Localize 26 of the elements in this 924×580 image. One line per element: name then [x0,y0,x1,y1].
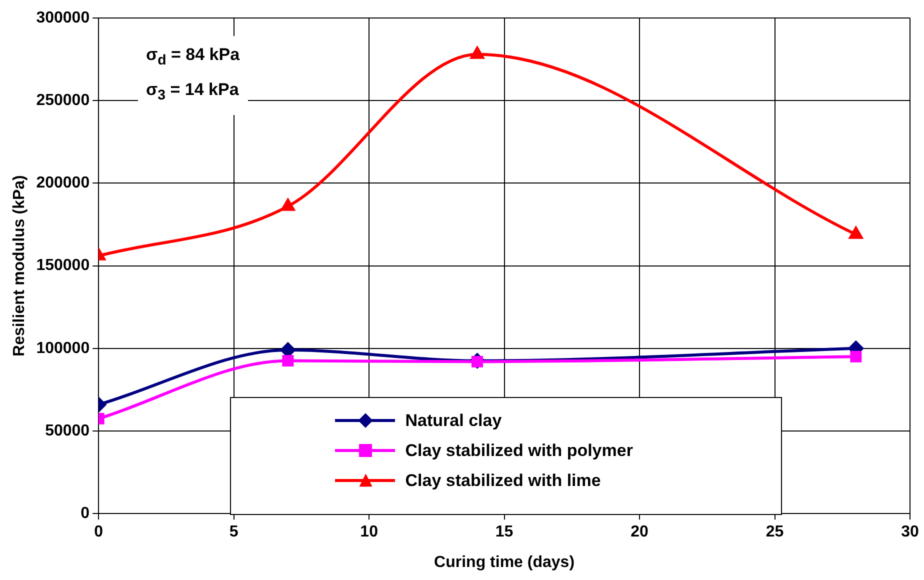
point [281,198,295,211]
y-tick-label: 200000 [36,174,90,192]
legend-label: Clay stabilized with polymer [405,440,633,461]
x-tick-label: 25 [766,524,784,541]
y-tick-label: 50000 [45,422,90,440]
x-tick-label: 20 [630,524,649,541]
y-tick-label: 300000 [36,9,90,26]
x-tick-label: 5 [229,524,238,541]
annotation: σ$_{3}$ = 14 kPa [146,79,240,106]
point [282,355,294,367]
point [849,226,863,239]
y-tick-label: 250000 [36,92,90,110]
annotation: σ$_{d}$ = 84 kPa [146,44,240,70]
y-tick-label: 0 [80,505,90,522]
x-tick-label: 30 [901,524,919,541]
point [850,350,862,362]
x-tick-label: 10 [360,524,378,541]
legend-label: Clay stabilized with lime [405,470,601,491]
y-axis-title: Resilient modulus (kPa) [11,175,28,356]
x-axis-title: Curing time (days) [434,554,575,571]
x-tick-label: 0 [94,524,104,541]
y-tick-label: 100000 [36,340,90,357]
x-tick-label: 15 [495,524,514,541]
point [470,46,484,59]
legend-label: Natural clay [405,410,502,431]
y-tick-label: 150000 [36,257,90,274]
